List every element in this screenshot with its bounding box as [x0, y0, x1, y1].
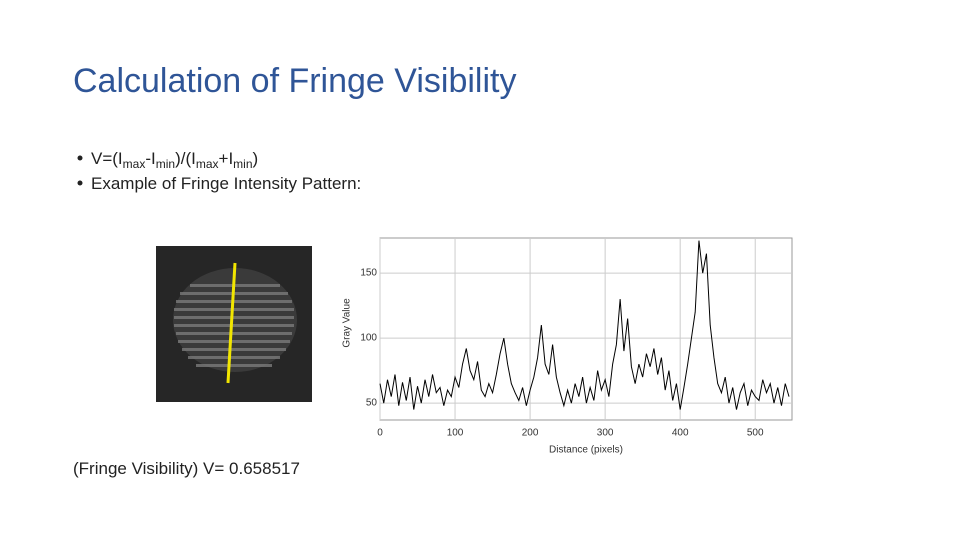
- bullet-dot: [77, 180, 83, 186]
- y-tick-label: 100: [360, 333, 377, 344]
- caption: (Fringe Visibility) V= 0.658517: [73, 459, 300, 478]
- bullet-text: Example of Fringe Intensity Pattern:: [91, 174, 361, 193]
- formula-part: -I: [145, 149, 155, 168]
- fringe-image: [156, 246, 312, 402]
- formula-part: ): [253, 149, 259, 168]
- bullet-formula: V=(Imax-Imin)/(Imax+Imin): [91, 149, 258, 171]
- slide-title: Calculation of Fringe Visibility: [73, 62, 516, 100]
- y-axis-label: Gray Value: [342, 298, 353, 348]
- subscript: min: [156, 157, 175, 171]
- subscript: min: [233, 157, 252, 171]
- formula-part: V=(I: [91, 149, 123, 168]
- x-tick-label: 500: [747, 428, 764, 439]
- x-tick-label: 0: [377, 428, 383, 439]
- bullet-dot: [77, 155, 83, 161]
- x-tick-label: 100: [447, 428, 464, 439]
- formula-part: +I: [219, 149, 234, 168]
- y-tick-label: 50: [366, 398, 378, 409]
- formula-part: )/(I: [175, 149, 196, 168]
- chart: 50 100 150 0 100 200 300 400 500 Distance (pixels…: [342, 237, 793, 456]
- profile-line: [379, 240, 790, 410]
- y-tick-label: 150: [360, 268, 377, 279]
- subscript: max: [196, 157, 219, 171]
- x-tick-label: 200: [522, 428, 539, 439]
- x-axis-label: Distance (pixels): [549, 445, 623, 456]
- profile-line: [226, 262, 237, 384]
- x-tick-label: 300: [597, 428, 614, 439]
- subscript: max: [123, 157, 146, 171]
- x-tick-label: 400: [672, 428, 689, 439]
- plot-area: [379, 237, 793, 421]
